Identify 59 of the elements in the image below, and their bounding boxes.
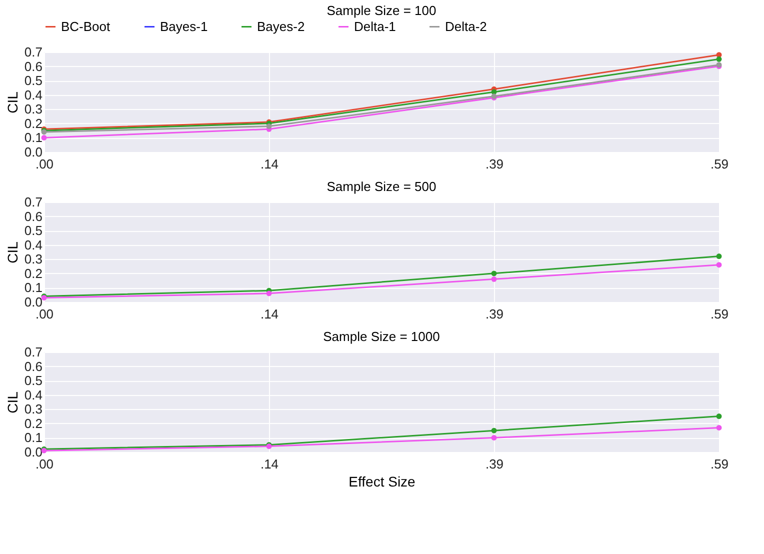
point — [716, 56, 722, 62]
y-tick-label: 0.7 — [24, 344, 42, 360]
x-tick-label: .00 — [35, 156, 54, 172]
y-tick-label: 0.7 — [24, 44, 42, 60]
x-tick-label: .39 — [485, 306, 504, 322]
chart-title: Sample Size = 500 — [326, 179, 436, 194]
y-tick-label: 0.1 — [24, 130, 42, 146]
chart-title: Sample Size = 100 — [326, 3, 436, 18]
point — [716, 424, 722, 430]
x-tick-label: .39 — [485, 156, 504, 172]
legend-label: Bayes-1 — [160, 18, 208, 34]
point — [491, 434, 497, 440]
y-tick-label: 0.4 — [24, 387, 42, 402]
x-tick-label: .39 — [485, 456, 504, 472]
x-tick-label: .00 — [35, 306, 54, 322]
point — [716, 254, 722, 260]
y-tick-label: 0.5 — [24, 223, 42, 238]
y-tick-label: 0.0 — [24, 294, 42, 310]
y-tick-label: 0.6 — [24, 358, 42, 374]
point — [491, 276, 497, 282]
x-tick-label: .14 — [260, 306, 279, 322]
chart-title: Sample Size = 1000 — [323, 329, 440, 344]
y-tick-label: 0.2 — [24, 266, 42, 281]
y-tick-label: 0.4 — [24, 87, 42, 102]
legend-label: Delta-1 — [354, 18, 396, 34]
y-tick-label: 0.3 — [24, 102, 42, 117]
y-tick-label: 0.7 — [24, 194, 42, 210]
legend-label: Delta-2 — [445, 18, 487, 34]
point — [716, 262, 722, 268]
legend-label: BC-Boot — [61, 18, 111, 34]
x-tick-label: .00 — [35, 456, 54, 472]
point — [716, 414, 722, 420]
y-tick-label: 0.0 — [24, 144, 42, 160]
x-tick-label: .14 — [260, 456, 279, 472]
y-tick-label: 0.6 — [24, 58, 42, 74]
y-axis-title: CIL — [4, 241, 20, 264]
y-tick-label: 0.3 — [24, 402, 42, 417]
y-axis-title: CIL — [4, 391, 20, 414]
y-tick-label: 0.2 — [24, 116, 42, 131]
y-tick-label: 0.5 — [24, 73, 42, 88]
point — [266, 290, 272, 296]
y-tick-label: 0.5 — [24, 373, 42, 388]
y-axis-title: CIL — [4, 91, 20, 114]
y-tick-label: 0.3 — [24, 252, 42, 267]
x-tick-label: .59 — [710, 456, 729, 472]
y-tick-label: 0.6 — [24, 208, 42, 224]
point — [491, 270, 497, 276]
y-tick-label: 0.0 — [24, 444, 42, 460]
legend-label: Bayes-2 — [257, 18, 305, 34]
point — [266, 124, 272, 130]
y-tick-label: 0.4 — [24, 237, 42, 252]
x-tick-label: .14 — [260, 156, 279, 172]
y-tick-label: 0.1 — [24, 430, 42, 446]
x-tick-label: .59 — [710, 306, 729, 322]
x-tick-label: .59 — [710, 156, 729, 172]
point — [491, 428, 497, 434]
x-axis-title: Effect Size — [348, 474, 416, 490]
y-tick-label: 0.2 — [24, 416, 42, 431]
y-tick-label: 0.1 — [24, 280, 42, 296]
